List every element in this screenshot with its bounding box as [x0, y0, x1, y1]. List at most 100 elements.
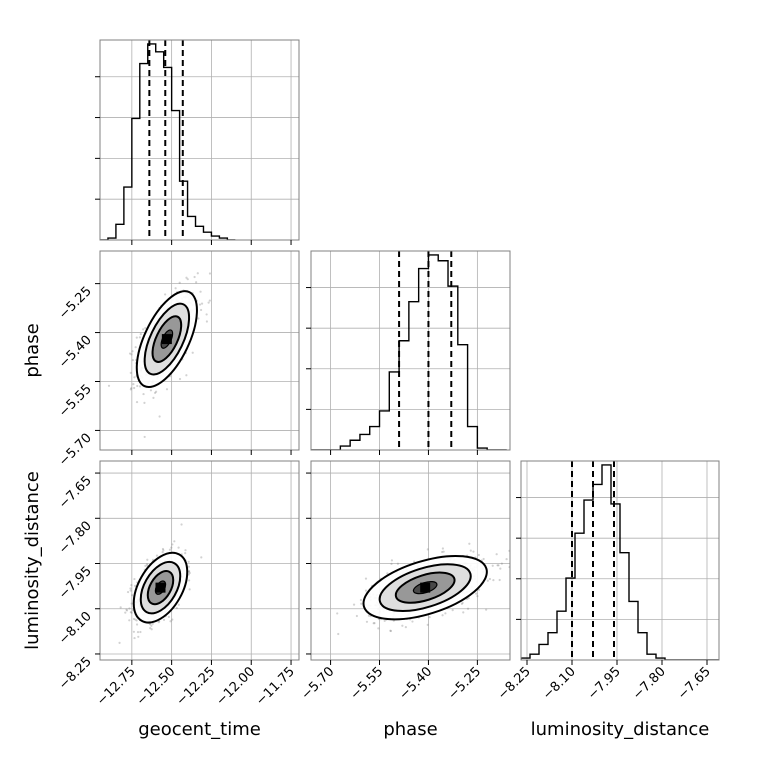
sample-point [336, 612, 339, 615]
sample-point [352, 603, 356, 606]
sample-point [139, 333, 142, 336]
sample-point [136, 630, 140, 634]
x-tick-label: −5.70 [299, 664, 338, 703]
x-tick-label: −12.25 [174, 664, 219, 709]
sample-point [441, 614, 444, 617]
sample-point [426, 548, 429, 551]
sample-point [153, 391, 157, 394]
sample-point [383, 619, 386, 623]
y-tick-label: −5.40 [56, 333, 95, 372]
sample-point [175, 607, 178, 610]
sample-point [187, 560, 190, 563]
sample-point [134, 618, 137, 621]
y-tick-label: −7.80 [56, 519, 95, 558]
sample-point [143, 401, 146, 405]
sample-point [184, 552, 187, 555]
sample-point [132, 617, 136, 621]
sample-point [133, 584, 137, 587]
sample-point [500, 562, 503, 565]
sample-point [495, 553, 498, 556]
sample-point [144, 326, 147, 330]
sample-point [177, 603, 180, 606]
sample-point [198, 303, 202, 306]
sample-point [129, 371, 132, 374]
x-tick-label: −12.50 [134, 664, 179, 709]
sample-point [185, 374, 188, 377]
sample-point [144, 564, 147, 567]
sample-point [178, 377, 182, 381]
sample-point [119, 606, 122, 609]
sample-point [125, 609, 129, 612]
panel-phase-vs-phase [306, 250, 511, 455]
sample-point [467, 597, 470, 600]
sample-point [142, 328, 145, 331]
sample-point [168, 548, 172, 551]
sample-point [118, 641, 121, 644]
sample-point [169, 620, 172, 623]
sample-point [390, 562, 393, 565]
density-peak [155, 582, 166, 593]
sample-point [135, 336, 138, 339]
sample-point [145, 563, 149, 566]
sample-point [161, 547, 165, 551]
sample-point [441, 547, 444, 550]
sample-point [130, 584, 133, 587]
sample-point [428, 616, 431, 619]
panel-luminosity_distance-vs-luminosity_distance: −8.25 −8.10 −7.95 −7.80 −7.65 [495, 460, 720, 703]
sample-point [200, 302, 204, 305]
x-tick-label: −5.40 [396, 664, 435, 703]
sample-point [177, 546, 180, 549]
x-axis-title-phase: phase [383, 719, 437, 740]
x-tick-label: −7.80 [630, 664, 669, 703]
x-tick-label: −8.10 [540, 664, 579, 703]
panel-frame [99, 250, 300, 451]
sample-point [191, 351, 194, 354]
sample-point [360, 602, 363, 605]
sample-point [126, 590, 130, 594]
sample-point [128, 352, 132, 355]
y-tick-label: −5.25 [56, 284, 95, 323]
sample-point [187, 570, 190, 573]
sample-point [149, 623, 152, 626]
sample-point [472, 550, 475, 553]
x-tick-label: −5.25 [445, 664, 484, 703]
sample-point [475, 592, 478, 595]
sample-point [485, 608, 488, 611]
sample-point [130, 602, 133, 605]
sample-point [188, 588, 191, 591]
sample-point [162, 618, 166, 622]
sample-point [151, 622, 154, 625]
sample-point [170, 546, 173, 549]
sample-point [162, 549, 165, 552]
sample-point [184, 549, 187, 552]
density-peak [420, 582, 431, 593]
sample-point [128, 619, 131, 622]
sample-point [142, 392, 145, 396]
y-tick-label: −8.25 [56, 654, 95, 693]
sample-point [337, 632, 340, 636]
sample-point [161, 551, 164, 554]
sample-point [413, 560, 416, 563]
sample-point [174, 287, 177, 290]
sample-point [150, 628, 153, 631]
sample-point [390, 559, 394, 562]
sample-point [133, 636, 136, 640]
sample-point [208, 272, 212, 275]
sample-point [389, 629, 392, 632]
sample-point [205, 320, 208, 323]
x-tick-label: −8.25 [495, 664, 534, 703]
sample-point [149, 389, 153, 392]
sample-point [165, 388, 169, 391]
sample-point [107, 384, 111, 387]
sample-point [135, 400, 139, 404]
sample-point [180, 523, 183, 526]
sample-point [136, 384, 139, 388]
sample-point [386, 572, 389, 575]
sample-point [138, 336, 141, 339]
sample-point [451, 609, 454, 612]
panel-content [521, 461, 719, 660]
sample-point [188, 571, 191, 575]
sample-point [135, 623, 139, 626]
y-tick-label: −5.70 [56, 431, 95, 470]
sample-point [441, 550, 444, 554]
